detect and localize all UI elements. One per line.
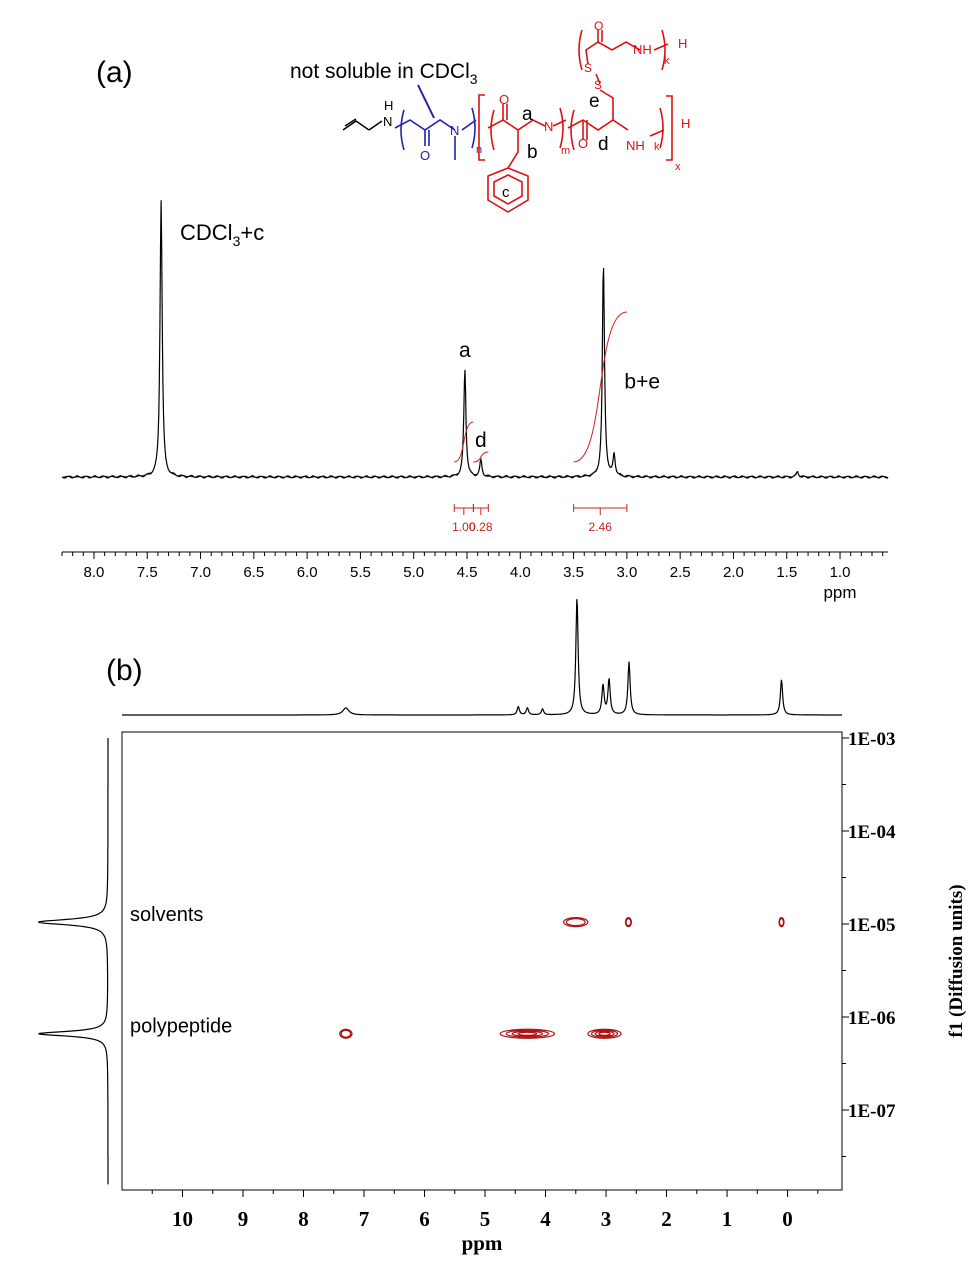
atom-o-sar: O [420,148,430,163]
x-tick-label-a: 2.0 [723,564,744,581]
dosy-contour [563,917,589,928]
structure-label-b: b [527,142,538,163]
y-tick-label-b: 1E-05 [848,915,896,936]
x-tick-label-b: 8 [298,1207,309,1231]
atom-h-cys: H [681,116,690,131]
x-tick-label-a: 7.5 [137,564,158,581]
x-axis-label-b: ppm [462,1231,503,1255]
panel-b-label: (b) [106,654,143,687]
x-tick-label-b: 3 [601,1207,612,1231]
y-tick-label-b: 1E-07 [848,1101,896,1122]
dosy-contour [778,917,785,928]
x-tick-label-a: 6.5 [243,564,264,581]
integral-curve [454,421,474,463]
integral-curve [473,451,489,463]
x-tick-label-b: 9 [238,1207,249,1231]
x-tick-label-a: 2.5 [670,564,691,581]
structure-label-c: c [502,184,510,201]
cysteine-block [567,29,673,161]
x-tick-label-a: 5.5 [350,564,371,581]
atom-nh-cys: NH [626,138,645,153]
atom-o-cys-top: O [594,19,603,33]
allyl-group [342,118,383,131]
x-tick-label-a: 5.0 [403,564,424,581]
dosy-top-projection [122,599,842,716]
integral-value: 1.00 [452,520,476,534]
x-tick-label-b: 5 [480,1207,491,1231]
x-tick-label-b: 6 [419,1207,430,1231]
spectrum-a: 1.000.28 2.46 a d b+e 8.0 7.5 7.0 6.5 6.0 5.5 5.0 4.… [61,200,889,602]
peak-label: a [459,339,471,362]
atom-n-sar: N [450,123,459,138]
dosy-contour [339,1028,353,1039]
dosy-contour [587,1028,622,1039]
x-tick-label-a: 7.0 [190,564,211,581]
x-tick-label-a: 1.5 [776,564,797,581]
atom-n-amine: N [383,114,392,129]
x-axis-label-a: ppm [823,583,856,602]
atom-o-phe: O [499,92,509,107]
atom-n-phe: N [544,119,553,134]
atom-s-2: S [584,61,592,75]
subscript-k-top: k [664,55,670,67]
x-tick-label-a: 6.0 [297,564,318,581]
x-tick-label-a: 3.0 [616,564,637,581]
subscript-k: k [654,141,660,153]
dosy-row-label: polypeptide [130,1016,232,1038]
x-tick-label-a: 1.0 [830,564,851,581]
y-tick-label-b: 1E-04 [848,822,896,843]
x-tick-label-b: 10 [172,1207,193,1231]
atom-s-1: S [594,78,602,92]
y-tick-label-b: 1E-03 [848,729,896,750]
atom-nh-cys-top: NH [633,42,652,57]
structure-label-d: d [598,134,609,155]
sarcosine-block [394,107,477,160]
subscript-x: x [675,161,681,173]
phenylalanine-block [478,94,567,213]
chemical-structure: N H O N n O N m a [342,19,690,213]
x-tick-label-a: 4.0 [510,564,531,581]
integral-value: 0.28 [469,520,493,534]
x-tick-label-b: 2 [661,1207,672,1231]
structure-label-a: a [522,104,533,125]
x-tick-label-b: 7 [359,1207,370,1231]
x-tick-label-b: 4 [540,1207,551,1231]
dosy-contour [624,917,633,928]
dosy-row-label: solvents [130,904,203,926]
x-tick-label-b: 1 [722,1207,733,1231]
structure-label-e: e [589,91,600,112]
dosy-frame [121,731,843,1191]
atom-h-cys-top: H [678,36,687,51]
dosy-b: solvents polypeptide 1E-03 1E-04 1E-05 1E-06 1… [38,599,967,1255]
dosy-contour [499,1028,556,1039]
subscript-m: m [561,145,570,157]
solubility-note: not soluble in CDCl3 [290,60,478,87]
x-tick-label-a: 3.5 [563,564,584,581]
peak-label: b+e [624,371,660,394]
x-tick-label-b: 0 [782,1207,793,1231]
solvent-peak-label: CDCl3+c [180,220,264,249]
dosy-left-projection [38,738,109,1185]
atom-o-cys: O [578,136,588,151]
spectrum-a-trace [61,200,889,480]
integral-curve [573,311,627,463]
atom-h-amine: H [384,98,393,113]
integral-value: 2.46 [589,520,613,534]
note-pointer-line [417,84,435,119]
y-tick-label-b: 1E-06 [848,1008,896,1029]
x-tick-label-a: 8.0 [84,564,105,581]
x-tick-label-a: 4.5 [457,564,478,581]
panel-a-label: (a) [96,56,133,89]
peak-label: d [475,429,487,452]
y-axis-label-b: f1 (Diffusion units) [946,884,967,1037]
